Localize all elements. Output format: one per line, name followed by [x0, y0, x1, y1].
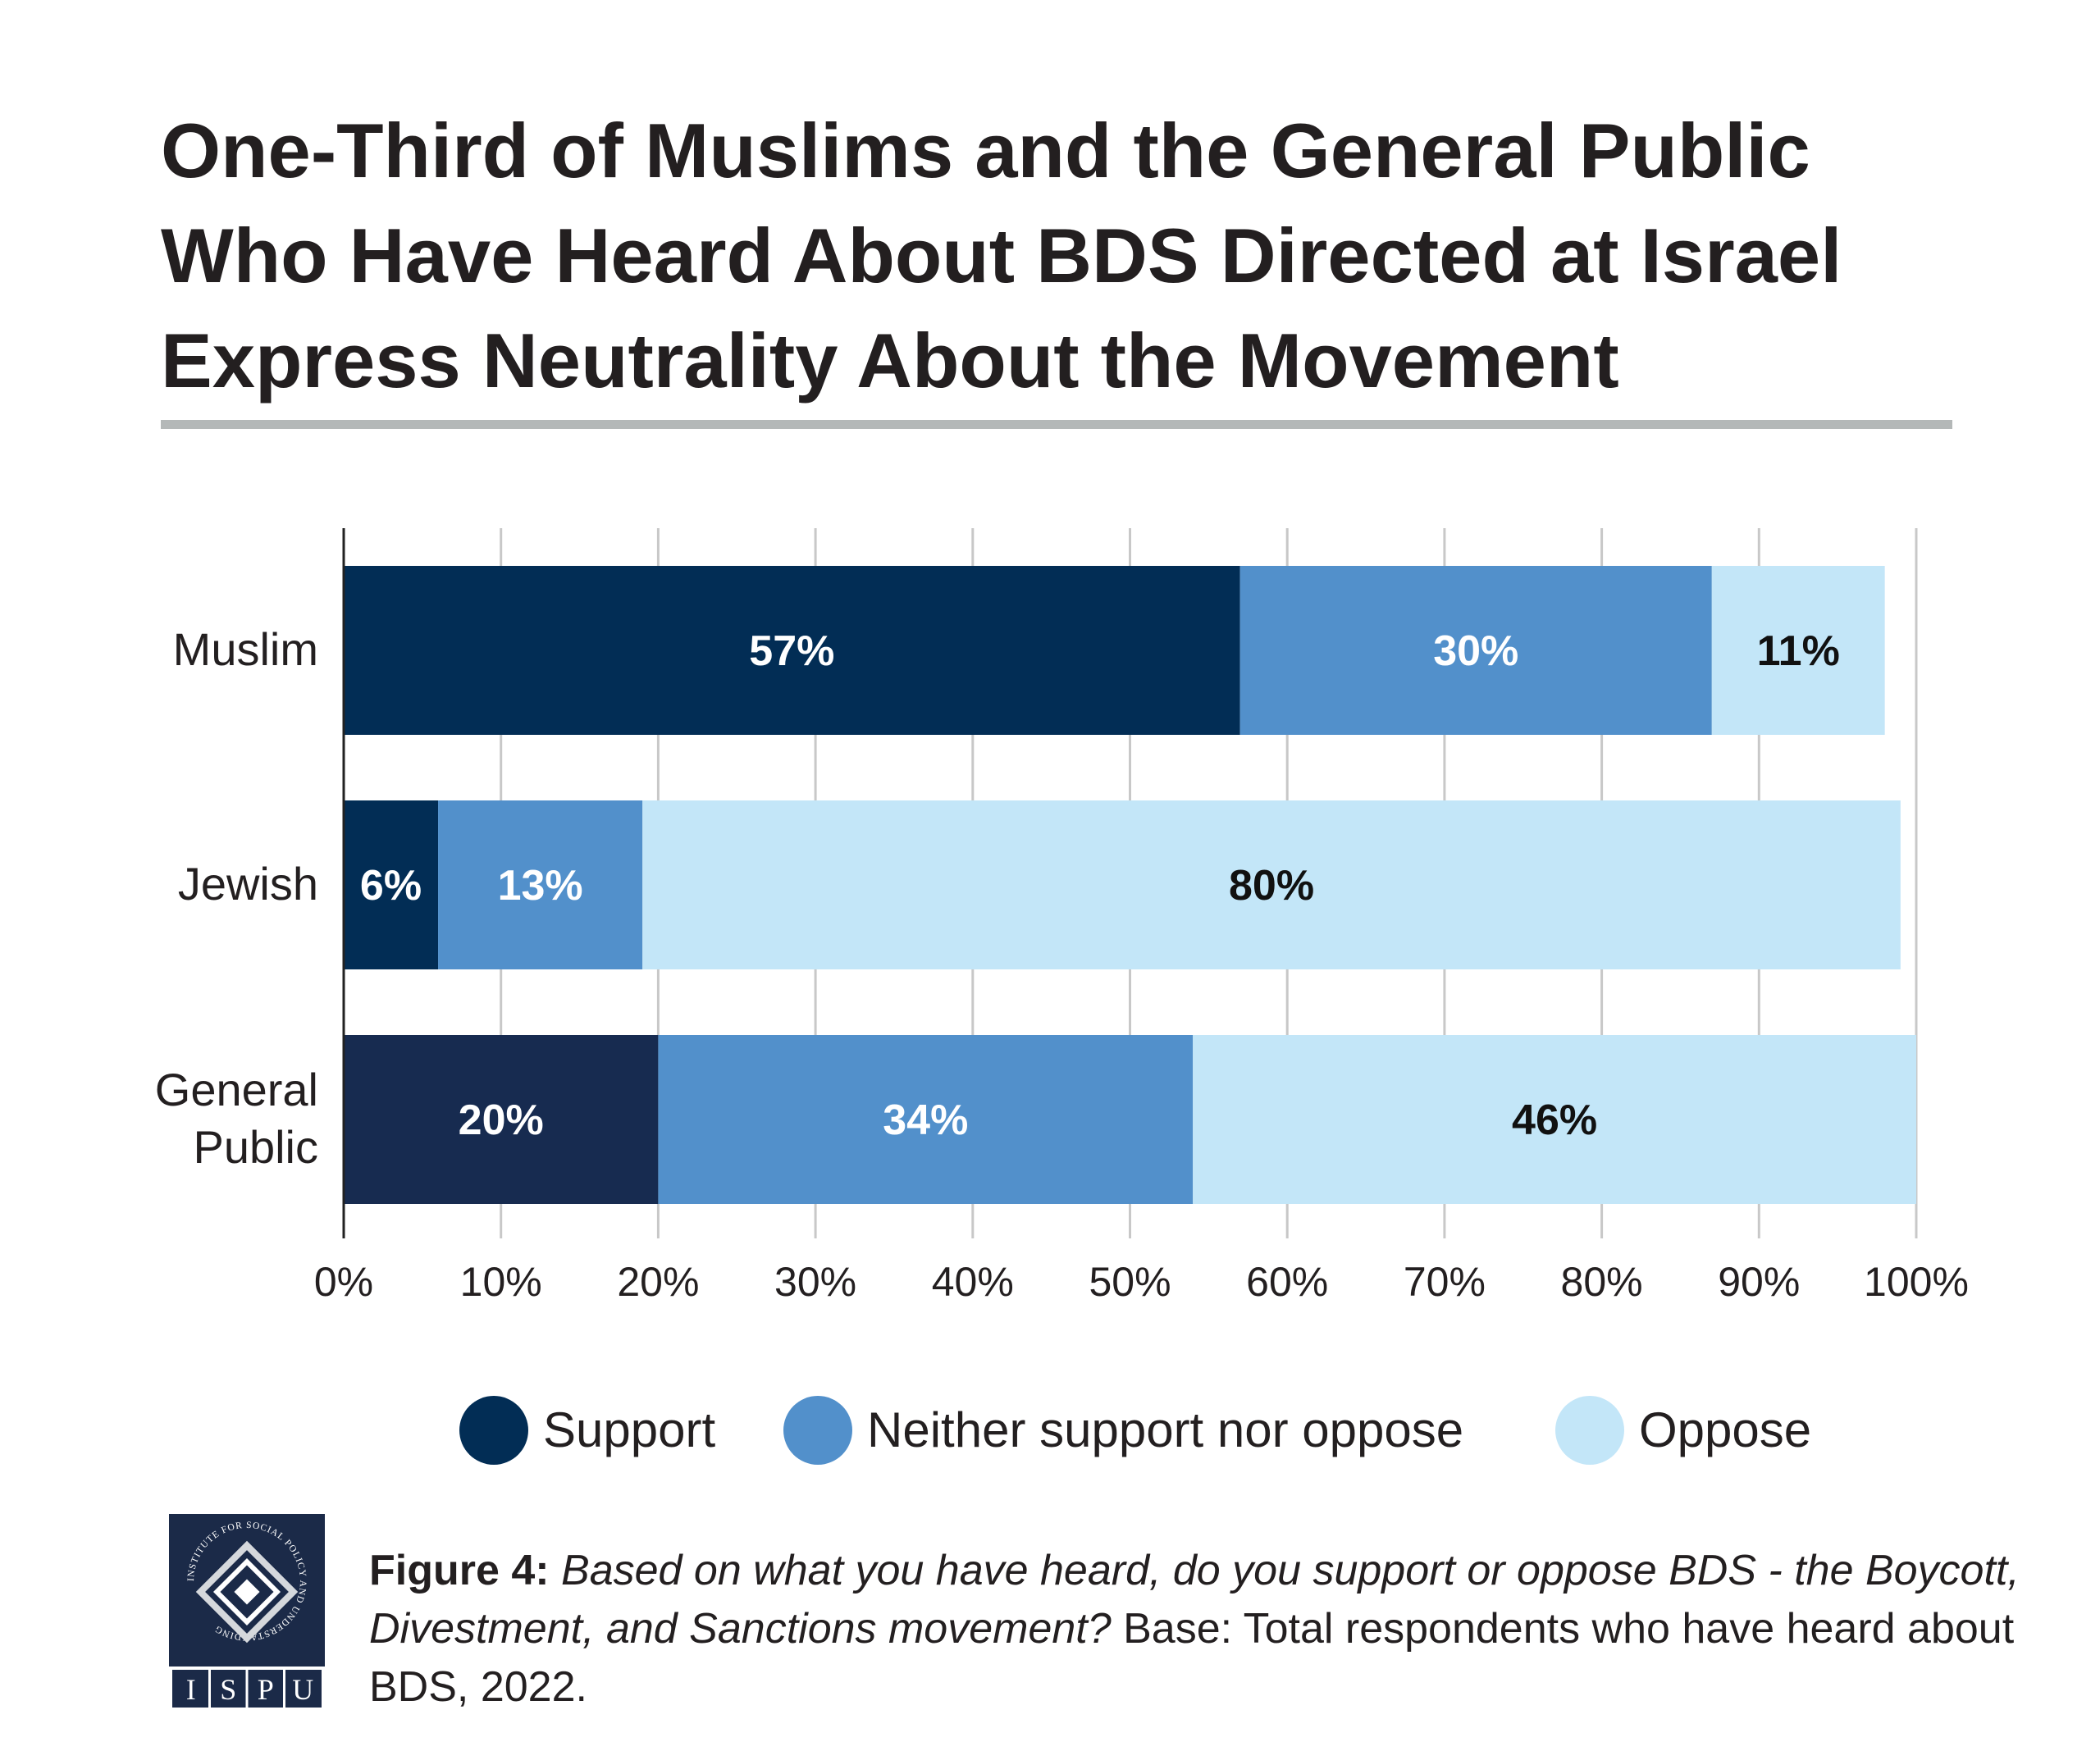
legend: Support Neither support nor oppose Oppos… [0, 1388, 2100, 1470]
title-divider [161, 420, 1952, 429]
logo-letter: S [220, 1673, 236, 1706]
title-line: Who Have Heard About BDS Directed at Isr… [161, 212, 1842, 299]
data-label: 46% [1512, 1097, 1597, 1144]
data-label: 57% [749, 627, 834, 675]
chart-title: One-Third of Muslims and the General Pub… [161, 98, 1998, 413]
figure-caption: Figure 4: Based on what you have heard, … [369, 1542, 2043, 1717]
title-line: One-Third of Muslims and the General Pub… [161, 107, 1810, 194]
legend-swatch-neither [783, 1396, 852, 1465]
legend-swatch-oppose [1555, 1396, 1624, 1465]
bar-neither [438, 800, 643, 969]
bar-support [344, 800, 439, 969]
x-tick-label: 70% [1404, 1259, 1486, 1305]
logo-letter: P [258, 1673, 274, 1706]
figure-question: Based on what you have heard, do you sup… [369, 1547, 2020, 1653]
data-labels: 57% 30% 11% 6% 13% 80% 20% 34% 46% [360, 627, 1840, 1144]
logo-letter: U [292, 1673, 313, 1706]
bar-neither [658, 1035, 1194, 1204]
title-line: Express Neutrality About the Movement [161, 317, 1619, 404]
bars [344, 566, 1916, 1204]
x-tick-label: 40% [932, 1259, 1014, 1305]
category-label-line: Public [193, 1121, 318, 1173]
legend-swatch-support [459, 1396, 528, 1465]
data-label: 11% [1757, 627, 1840, 675]
x-tick-label: 100% [1864, 1259, 1969, 1305]
data-label: 20% [459, 1097, 544, 1144]
bar-oppose [642, 800, 1901, 969]
axes: 0% 10% 20% 30% 40% 50% 60% 70% 80% 90% 100% Muslim J… [155, 528, 1969, 1305]
category-label: Jewish [178, 858, 318, 910]
data-label: 6% [360, 862, 422, 910]
bar-support [344, 566, 1240, 735]
category-label: Muslim [173, 623, 318, 675]
category-label-line: Muslim [173, 623, 318, 675]
bar-oppose [1193, 1035, 1916, 1204]
ispu-logo: INSTITUTE FOR SOCIAL POLICY AND UNDERSTA… [169, 1514, 325, 1711]
legend-label: Neither support nor oppose [867, 1402, 1464, 1457]
legend-label: Oppose [1639, 1402, 1812, 1457]
category-label-line: Jewish [178, 858, 318, 910]
category-label: General Public [155, 1064, 318, 1173]
category-label-line: General [155, 1064, 318, 1115]
x-tick-label: 80% [1561, 1259, 1643, 1305]
bar-oppose [1711, 566, 1885, 735]
data-label: 80% [1229, 862, 1314, 910]
x-tick-label: 10% [460, 1259, 542, 1305]
data-label: 13% [498, 862, 583, 910]
x-tick-label: 60% [1246, 1259, 1328, 1305]
figure-base: Base: Total respondents who have heard a… [369, 1605, 2015, 1711]
x-tick-label: 90% [1718, 1259, 1800, 1305]
bar-neither [1239, 566, 1712, 735]
data-label: 30% [1433, 627, 1518, 675]
x-tick-label: 50% [1089, 1259, 1171, 1305]
x-tick-label: 20% [617, 1259, 699, 1305]
x-tick-label: 0% [314, 1259, 373, 1305]
data-label: 34% [883, 1097, 968, 1144]
bar-chart: 57% 30% 11% 6% 13% 80% 20% 34% 46% 0% 10% 20% 30% 40… [155, 528, 1969, 1305]
bar-support [344, 1035, 659, 1204]
figure-label: Figure 4: [369, 1547, 550, 1594]
legend-label: Support [543, 1402, 716, 1457]
x-tick-label: 30% [774, 1259, 856, 1305]
logo-letter: I [186, 1673, 196, 1706]
